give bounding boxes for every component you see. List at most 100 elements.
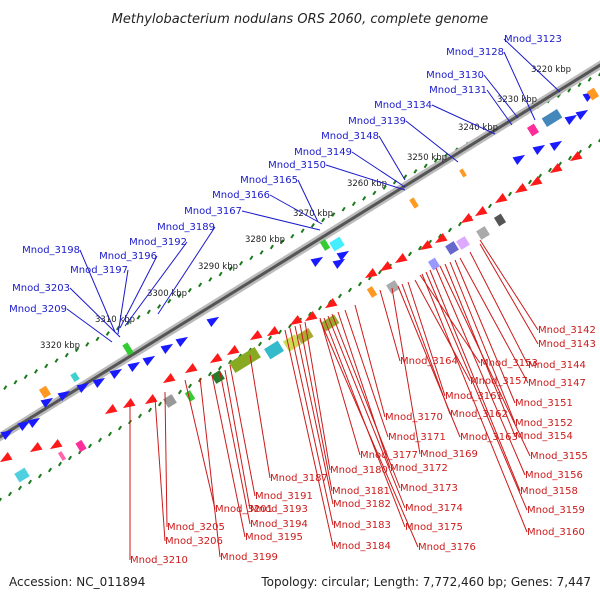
reverse-gene-label-leader: [199, 377, 221, 558]
outer-tick: [177, 293, 182, 299]
annotation-box: [122, 342, 134, 356]
outer-tick: [413, 168, 418, 174]
annotation-box: [57, 451, 67, 461]
forward-gene-label-leader: [79, 249, 116, 333]
reverse-gene-label: Mnod_3181: [332, 486, 390, 497]
reverse-gene-label: Mnod_3195: [245, 532, 303, 543]
outer-tick: [187, 287, 192, 293]
reverse-gene-label: Mnod_3182: [333, 499, 391, 510]
forward-gene-arrow: [92, 377, 106, 388]
annotation-box: [427, 257, 441, 271]
reverse-gene-arrow: [569, 151, 583, 162]
forward-gene-label: Mnod_3166: [212, 190, 270, 201]
reverse-gene-arrow: [460, 213, 474, 224]
outer-tick: [228, 266, 233, 271]
reverse-gene-label-leader: [414, 279, 471, 382]
reverse-gene-label-leader: [469, 251, 529, 366]
outer-tick: [157, 304, 162, 309]
annotation-box: [493, 213, 507, 227]
outer-tick: [433, 158, 438, 163]
reverse-gene-arrow: [324, 298, 338, 309]
outer-tick: [351, 201, 356, 207]
reverse-gene-arrow: [514, 183, 528, 194]
outer-tick: [218, 271, 223, 277]
forward-gene-label-leader: [69, 287, 121, 338]
reverse-gene-arrow: [104, 404, 118, 415]
reverse-gene-label-leader: [337, 311, 391, 469]
scale-tick-label: 3280 kbp: [245, 235, 285, 245]
annotation-box: [184, 390, 196, 402]
outer-tick: [310, 223, 315, 228]
inner-tick: [277, 329, 283, 335]
feature-track: [0, 87, 600, 483]
outer-tick: [13, 379, 18, 385]
reverse-gene-label: Mnod_3151: [515, 398, 573, 409]
reverse-gene-label: Mnod_3191: [255, 491, 313, 502]
outer-tick: [362, 196, 367, 201]
outer-tick: [33, 369, 39, 374]
outer-tick: [587, 77, 592, 82]
annotation-box: [38, 385, 52, 399]
reverse-gene-label-leader: [459, 257, 529, 384]
inner-tick: [177, 389, 183, 395]
forward-gene-arrow: [575, 109, 589, 120]
forward-gene-label-leader: [351, 151, 406, 188]
forward-gene-arrow: [160, 343, 174, 354]
reverse-gene-arrow: [29, 442, 43, 453]
forward-gene-label-leader: [325, 164, 406, 191]
reverse-gene-label-leader: [449, 261, 516, 424]
reverse-gene-arrow: [226, 345, 240, 356]
inner-tick: [187, 383, 193, 389]
reverse-gene-arrow: [474, 206, 488, 217]
outer-tick: [75, 347, 80, 353]
annotation-box: [366, 286, 378, 298]
forward-gene-arrow: [27, 417, 41, 428]
reverse-gene-label-leader: [211, 374, 246, 538]
reverse-gene-label-leader: [229, 364, 256, 497]
reverse-gene-label-leader: [184, 379, 216, 510]
inner-tick: [227, 359, 233, 365]
outer-tick: [269, 244, 274, 250]
reverse-gene-arrow: [0, 452, 13, 463]
inner-tick: [417, 245, 423, 251]
forward-gene-arrow: [17, 420, 31, 431]
forward-gene-label-leader: [157, 226, 216, 315]
reverse-gene-label-leader: [421, 273, 528, 533]
scale-tick-label: 3300 kbp: [147, 289, 187, 299]
reverse-gene-label: Mnod_3199: [220, 552, 278, 563]
forward-gene-label-leader: [269, 194, 323, 225]
forward-gene-label: Mnod_3148: [321, 131, 379, 142]
outer-tick: [577, 82, 582, 88]
reverse-gene-label-leader: [391, 287, 421, 455]
reverse-gene-label-leader: [284, 329, 334, 547]
forward-gene-label: Mnod_3196: [99, 251, 157, 262]
reverse-gene-label-leader: [479, 243, 539, 345]
inner-tick: [87, 443, 93, 449]
reverse-gene-arrow: [434, 233, 448, 244]
inner-tick: [97, 437, 103, 443]
annotation-box: [409, 197, 419, 209]
forward-gene-label: Mnod_3192: [129, 237, 187, 248]
reverse-gene-label-leader: [219, 371, 251, 525]
reverse-gene-label: Mnod_3206: [165, 536, 223, 547]
scale-tick-label: 3320 kbp: [40, 341, 80, 351]
reverse-gene-label-leader: [249, 354, 271, 479]
forward-gene-label: Mnod_3139: [348, 116, 406, 127]
reverse-gene-label-leader: [319, 319, 419, 548]
forward-gene-label-leader: [486, 89, 513, 126]
annotation-box: [445, 241, 459, 255]
outer-tick: [321, 217, 326, 223]
inner-tick: [347, 287, 353, 293]
inner-tick: [17, 485, 23, 491]
inner-tick: [0, 497, 3, 502]
reverse-gene-label-leader: [299, 323, 333, 492]
outer-tick: [403, 174, 408, 180]
reverse-gene-arrow: [184, 363, 198, 374]
reverse-gene-labels: Mnod_3142Mnod_3143Mnod_3144Mnod_3164Mnod…: [129, 239, 596, 566]
backbone-core: [0, 63, 600, 439]
reverse-gene-label-leader: [327, 315, 406, 509]
reverse-gene-arrow: [49, 439, 63, 450]
scale-tick-label: 3230 kbp: [497, 95, 537, 105]
reverse-gene-label-leader: [397, 285, 461, 438]
outer-tick: [239, 260, 244, 266]
